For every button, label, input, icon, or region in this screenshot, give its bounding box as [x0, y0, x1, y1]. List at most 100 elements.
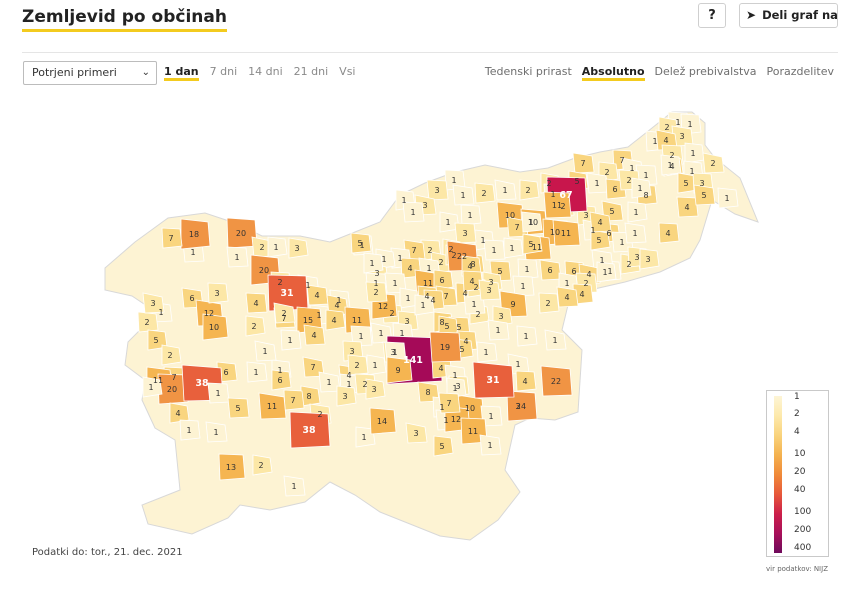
- municipality-region[interactable]: [303, 324, 326, 346]
- municipality-region[interactable]: [487, 319, 510, 341]
- municipality-region[interactable]: [521, 211, 543, 233]
- municipality-region[interactable]: [517, 258, 539, 280]
- tab-vsi[interactable]: Vsi: [339, 65, 356, 78]
- municipality-region[interactable]: [538, 292, 560, 314]
- municipality-region[interactable]: [245, 315, 266, 337]
- municipality-value-label: 1: [346, 380, 351, 389]
- municipality-region[interactable]: [405, 422, 428, 444]
- municipality-region[interactable]: [254, 340, 277, 362]
- municipality-region[interactable]: [226, 246, 249, 268]
- tab-7-dni[interactable]: 7 dni: [209, 65, 238, 78]
- municipality-region[interactable]: [540, 365, 573, 397]
- municipality-region[interactable]: [289, 411, 331, 449]
- help-button[interactable]: ?: [698, 3, 726, 28]
- municipality-region[interactable]: [350, 232, 372, 254]
- tab-tedenski-prirast[interactable]: Tedenski prirast: [484, 65, 572, 78]
- municipality-region[interactable]: [519, 179, 540, 201]
- municipality-region[interactable]: [433, 269, 454, 291]
- municipality-region[interactable]: [438, 392, 461, 414]
- municipality-region[interactable]: [506, 390, 538, 422]
- municipality-region[interactable]: [350, 325, 373, 347]
- municipality-region[interactable]: [271, 369, 292, 391]
- municipality-region[interactable]: [205, 421, 228, 443]
- municipality-region[interactable]: [631, 177, 652, 199]
- municipality-region[interactable]: [717, 187, 739, 209]
- municipality-region[interactable]: [245, 292, 268, 314]
- municipality-region[interactable]: [658, 222, 680, 244]
- municipality-region[interactable]: [446, 377, 467, 399]
- municipality-region[interactable]: [516, 325, 538, 347]
- municipality-region[interactable]: [402, 201, 425, 223]
- municipality-region[interactable]: [627, 201, 648, 223]
- tab-delez-prebivalstva[interactable]: Delež prebivalstva: [654, 65, 757, 78]
- municipality-region[interactable]: [472, 361, 515, 399]
- municipality-region[interactable]: [336, 385, 357, 407]
- municipality-region[interactable]: [169, 402, 190, 424]
- municipality-region[interactable]: [478, 279, 501, 301]
- municipality-region[interactable]: [479, 434, 502, 456]
- municipality-region[interactable]: [365, 378, 386, 400]
- municipality-region[interactable]: [137, 311, 159, 333]
- municipality-region[interactable]: [543, 191, 572, 219]
- municipality-region[interactable]: [476, 341, 498, 363]
- municipality-region[interactable]: [325, 309, 346, 331]
- municipality-region[interactable]: [227, 397, 250, 419]
- municipality-region[interactable]: [355, 426, 376, 448]
- municipality-region[interactable]: [433, 435, 454, 457]
- municipality-region[interactable]: [454, 222, 477, 244]
- municipality-region[interactable]: [589, 211, 612, 233]
- municipality-region[interactable]: [426, 179, 449, 201]
- municipality-region[interactable]: [369, 407, 397, 435]
- tab-1-dan[interactable]: 1 dan: [164, 66, 199, 81]
- municipality-region[interactable]: [474, 182, 496, 204]
- share-button[interactable]: ➤ Deli graf na: [739, 3, 838, 28]
- municipality-region[interactable]: [414, 294, 435, 316]
- municipality-region[interactable]: [512, 275, 535, 297]
- municipality-region[interactable]: [273, 302, 296, 324]
- municipality-region[interactable]: [596, 261, 617, 283]
- municipality-region[interactable]: [515, 370, 537, 392]
- municipality-region[interactable]: [207, 282, 229, 304]
- tab-14-dni[interactable]: 14 dni: [248, 65, 283, 78]
- municipality-region[interactable]: [460, 204, 482, 226]
- municipality-region[interactable]: [693, 184, 716, 206]
- municipality-region[interactable]: [142, 376, 163, 398]
- municipality-region[interactable]: [660, 154, 682, 176]
- municipality-region[interactable]: [280, 329, 302, 351]
- municipality-region[interactable]: [142, 292, 165, 314]
- municipality-region[interactable]: [252, 454, 273, 476]
- municipality-region[interactable]: [347, 354, 369, 376]
- municipality-region[interactable]: [179, 419, 201, 441]
- municipality-region[interactable]: [556, 286, 579, 308]
- municipality-region[interactable]: [202, 313, 229, 341]
- municipality-region[interactable]: [624, 222, 647, 244]
- municipality-region[interactable]: [267, 236, 288, 258]
- municipality-region[interactable]: [429, 331, 462, 363]
- municipality-region[interactable]: [161, 344, 182, 366]
- municipality-region[interactable]: [363, 252, 384, 274]
- tab-21-dni[interactable]: 21 dni: [293, 65, 329, 78]
- municipality-region[interactable]: [494, 179, 517, 201]
- tab-absolutno[interactable]: Absolutno: [581, 66, 645, 81]
- municipality-region[interactable]: [676, 196, 699, 218]
- municipality-region[interactable]: [483, 239, 506, 261]
- tab-porazdelitev[interactable]: Porazdelitev: [766, 65, 834, 78]
- municipality-region[interactable]: [702, 152, 725, 174]
- municipality-region[interactable]: [639, 248, 660, 270]
- municipality-region[interactable]: [246, 361, 268, 383]
- municipality-region[interactable]: [386, 356, 413, 384]
- municipality-region[interactable]: [552, 219, 581, 247]
- municipality-region[interactable]: [572, 152, 595, 174]
- municipality-region[interactable]: [544, 329, 567, 351]
- municipality-region[interactable]: [522, 233, 543, 255]
- municipality-region[interactable]: [258, 392, 287, 420]
- municipality-region[interactable]: [161, 227, 183, 249]
- municipality-region[interactable]: [365, 281, 388, 303]
- metric-select[interactable]: Potrjeni primeri ⌄: [23, 61, 157, 85]
- municipality-region[interactable]: [283, 475, 306, 497]
- municipality-region[interactable]: [590, 229, 611, 251]
- municipality-region[interactable]: [218, 453, 246, 481]
- municipality-region[interactable]: [288, 237, 309, 259]
- municipality-region[interactable]: [492, 305, 513, 327]
- municipality-region[interactable]: [452, 184, 475, 206]
